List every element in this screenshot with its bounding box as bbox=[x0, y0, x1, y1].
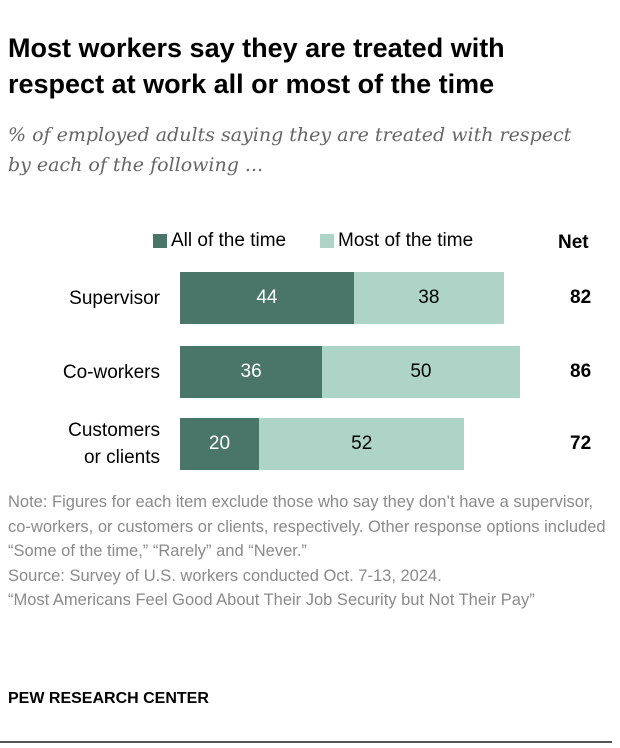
bottom-rule bbox=[0, 741, 612, 743]
net-value: 72 bbox=[570, 433, 592, 454]
data-label: 38 bbox=[418, 287, 440, 308]
bar-segment-most: 52 bbox=[259, 418, 465, 470]
source: Source: Survey of U.S. workers conducted… bbox=[8, 566, 442, 585]
brand-logo-text: PEW RESEARCH CENTER bbox=[8, 690, 209, 707]
data-label: 50 bbox=[410, 361, 432, 382]
legend-label-most: Most of the time bbox=[338, 230, 474, 251]
footnotes: Note: Figures for each item exclude thos… bbox=[8, 490, 608, 613]
bar-segment-all: 44 bbox=[180, 272, 354, 324]
net-value: 82 bbox=[570, 287, 592, 308]
bar-segment-all: 20 bbox=[180, 418, 259, 470]
legend-swatch-most bbox=[320, 234, 334, 248]
bar-segment-most: 38 bbox=[353, 272, 504, 324]
chart-subtitle: % of employed adults saying they are tre… bbox=[8, 124, 572, 176]
data-label: 44 bbox=[256, 287, 278, 308]
data-label: 52 bbox=[351, 433, 373, 454]
legend-most: Most of the time bbox=[320, 230, 473, 252]
net-header: Net bbox=[558, 232, 589, 253]
note: Note: Figures for each item exclude thos… bbox=[8, 493, 606, 560]
bar-segment-all: 36 bbox=[180, 346, 323, 398]
chart-title: Most workers say they are treated with r… bbox=[8, 33, 505, 99]
net-value: 86 bbox=[570, 361, 592, 382]
data-label: 36 bbox=[240, 361, 262, 382]
legend-label-all: All of the time bbox=[171, 230, 287, 251]
data-label: 20 bbox=[208, 433, 231, 454]
category-label: Supervisor bbox=[69, 287, 160, 309]
legend-swatch-all bbox=[153, 234, 167, 248]
legend-all: All of the time bbox=[153, 230, 286, 252]
bar-segment-most: 50 bbox=[322, 346, 520, 398]
report-title: “Most Americans Feel Good About Their Jo… bbox=[8, 591, 535, 609]
category-label: Co-workers bbox=[62, 361, 160, 383]
category-label: Customers or clients bbox=[68, 420, 160, 468]
